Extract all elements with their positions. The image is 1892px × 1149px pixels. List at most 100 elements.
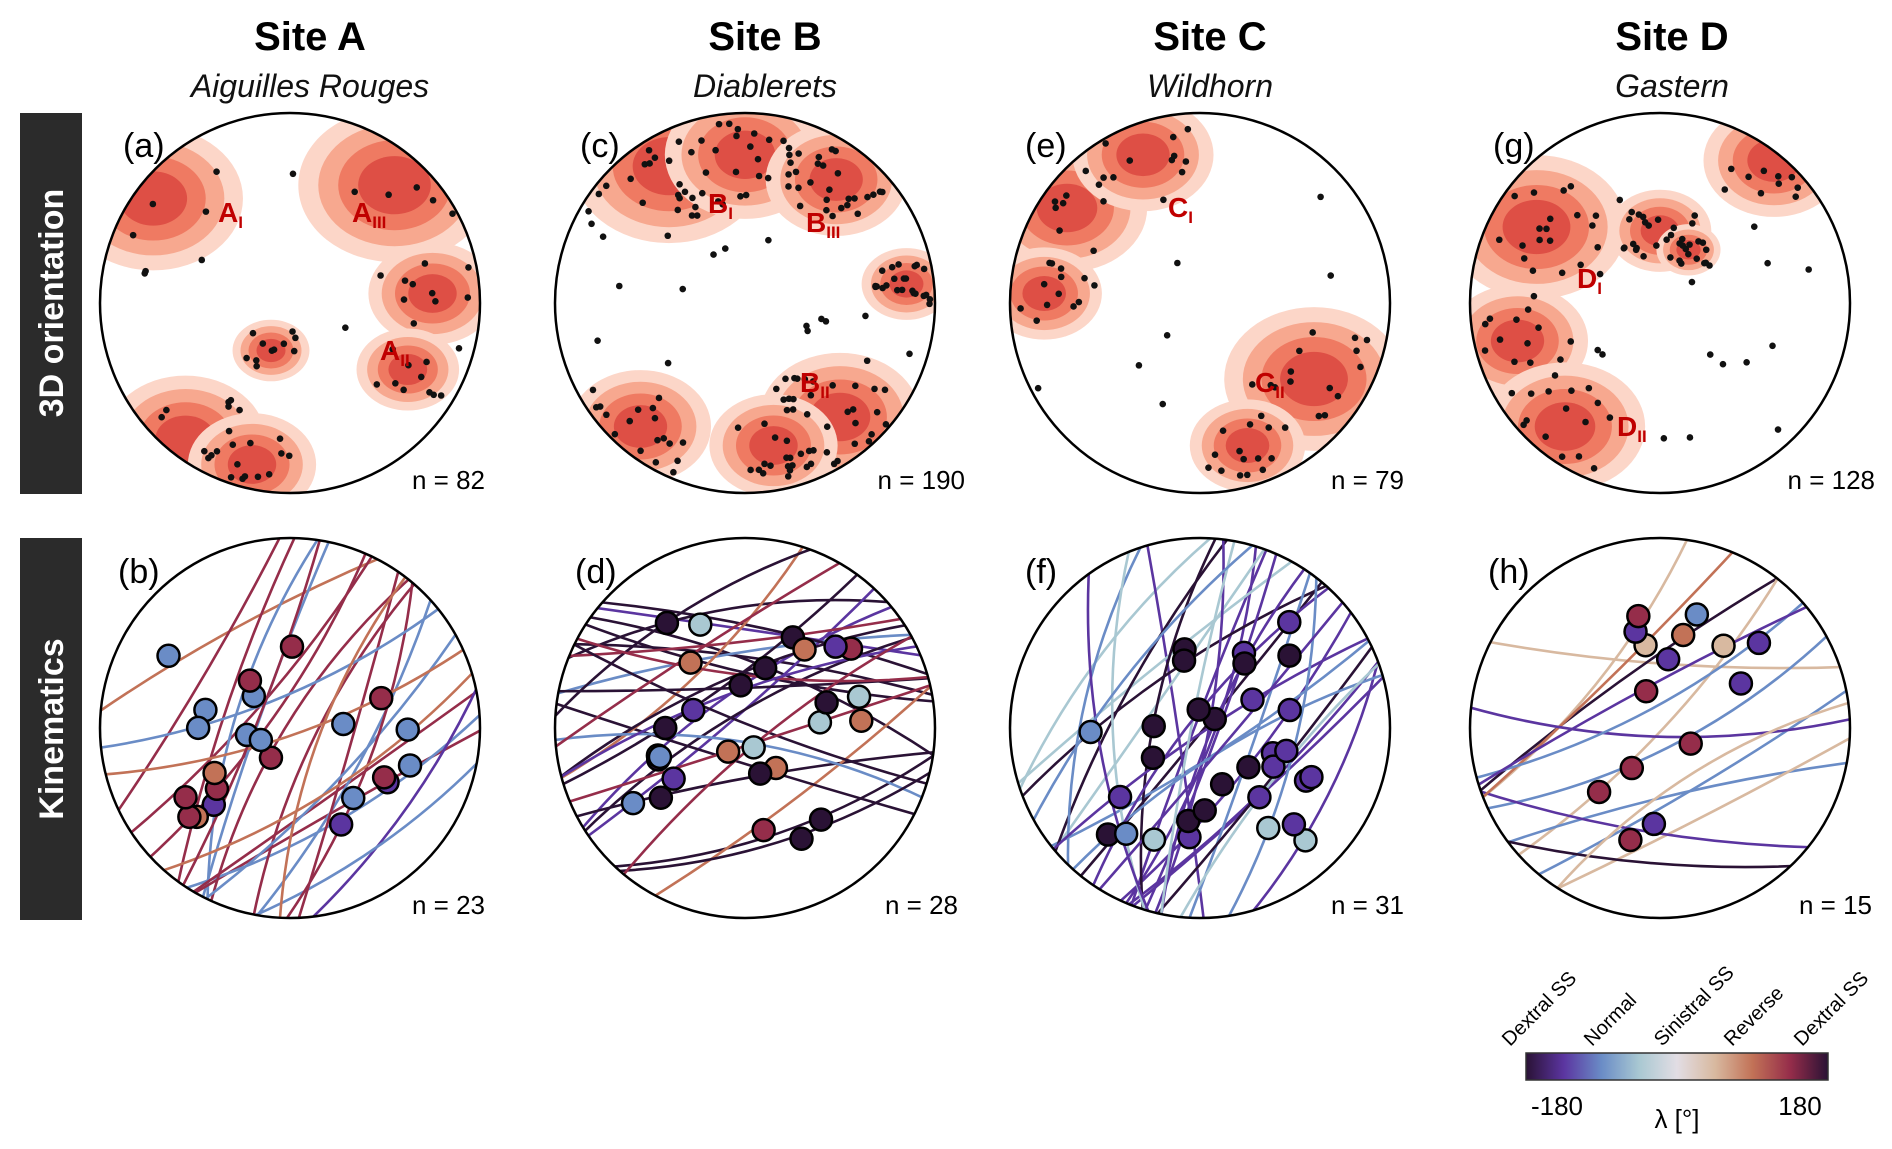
pole-point — [710, 251, 717, 258]
great-circle — [1470, 538, 1770, 834]
pole-point — [1513, 316, 1520, 323]
pole-point — [665, 157, 673, 165]
great-circle — [555, 617, 935, 804]
pole-point — [1353, 347, 1360, 355]
orientation-panel-c — [1008, 111, 1392, 495]
pole-point — [585, 207, 592, 215]
slip-vector-point — [688, 612, 713, 637]
pole-point — [755, 466, 763, 474]
pole-point — [789, 406, 797, 413]
pole-point — [1059, 199, 1067, 207]
pole-point — [1686, 241, 1693, 248]
pole-point — [1184, 125, 1192, 133]
pole-point — [634, 406, 642, 413]
panel-label-f: (f) — [1025, 553, 1057, 591]
density-contour — [388, 353, 428, 386]
great-circle — [244, 605, 480, 918]
slip-vector-point — [1107, 784, 1133, 810]
site-d-subtitle: Gastern — [1615, 68, 1729, 104]
pole-point — [1495, 236, 1503, 244]
pole-point — [236, 406, 243, 414]
pole-point — [674, 191, 682, 199]
pole-point — [1033, 317, 1040, 324]
pole-point — [265, 471, 273, 478]
slip-vector-point — [715, 739, 741, 764]
pole-point — [1805, 266, 1812, 273]
pole-point — [254, 473, 262, 481]
panel-label-h: (h) — [1488, 553, 1530, 591]
pole-point — [854, 210, 862, 218]
great-circle — [1086, 572, 1373, 918]
pole-point — [1769, 342, 1776, 350]
pole-point — [1481, 320, 1489, 328]
pole-point — [873, 408, 881, 416]
panel-label-a: (a) — [123, 127, 165, 165]
pole-point — [881, 386, 889, 394]
pole-point — [1351, 334, 1359, 342]
pole-point — [637, 447, 644, 455]
slip-vector-point — [1281, 812, 1307, 837]
pole-point — [810, 447, 817, 454]
pole-point — [1760, 167, 1768, 175]
pole-point — [615, 282, 623, 290]
pole-point — [280, 340, 288, 348]
pole-point — [1792, 193, 1800, 200]
pole-point — [1271, 383, 1279, 391]
pole-point — [1594, 243, 1602, 251]
pole-point — [627, 175, 634, 183]
slip-vector-point — [1711, 633, 1736, 658]
slip-vector-point — [1078, 719, 1103, 745]
stereonet-outline — [553, 111, 937, 495]
great-circle — [118, 637, 480, 886]
pole-point — [761, 420, 768, 428]
pole-point — [1702, 259, 1710, 267]
pole-point — [879, 284, 886, 292]
pole-point — [804, 327, 811, 335]
pole-point — [1057, 273, 1065, 281]
slip-vector-point — [653, 715, 678, 741]
pole-point — [1530, 292, 1538, 300]
pole-point — [1702, 246, 1710, 254]
pole-point — [1567, 338, 1575, 345]
pole-point — [926, 300, 933, 308]
pole-point — [807, 179, 814, 186]
density-contour — [1502, 199, 1571, 255]
pole-point — [1577, 261, 1584, 269]
site-d-title: Site D — [1615, 15, 1728, 59]
pole-point — [1159, 400, 1167, 408]
great-circle — [100, 625, 480, 779]
pole-point — [681, 188, 689, 196]
pole-point — [815, 153, 823, 161]
pole-point — [902, 275, 910, 282]
pole-point — [1257, 412, 1265, 420]
pole-point — [838, 204, 845, 212]
pole-point — [227, 473, 235, 481]
pole-point — [141, 270, 149, 277]
slip-vector-point — [341, 785, 366, 811]
pole-point — [1632, 246, 1640, 254]
great-circle — [1072, 570, 1369, 918]
pole-point — [1043, 301, 1051, 309]
pole-point — [1327, 272, 1335, 279]
slip-vector-point — [395, 717, 420, 742]
pole-point — [1281, 424, 1289, 431]
slip-vector-point — [1141, 827, 1167, 852]
pole-point — [1616, 196, 1624, 204]
pole-point — [823, 206, 830, 214]
slip-vector-point — [1171, 648, 1197, 673]
slip-vector-point — [1626, 603, 1651, 629]
pole-point — [1592, 212, 1600, 220]
pole-point — [201, 447, 208, 455]
slip-vector-point — [654, 610, 680, 636]
pole-point — [1056, 227, 1063, 234]
great-circle — [1010, 538, 1335, 820]
great-circle — [556, 625, 935, 860]
pole-point — [410, 320, 418, 327]
slip-vector-point — [752, 655, 778, 681]
pole-point — [1654, 216, 1662, 224]
pole-point — [652, 459, 660, 466]
slip-vector-point — [1728, 671, 1754, 696]
pole-point — [764, 174, 772, 182]
pole-point — [1775, 180, 1783, 187]
pole-point — [1663, 236, 1670, 244]
